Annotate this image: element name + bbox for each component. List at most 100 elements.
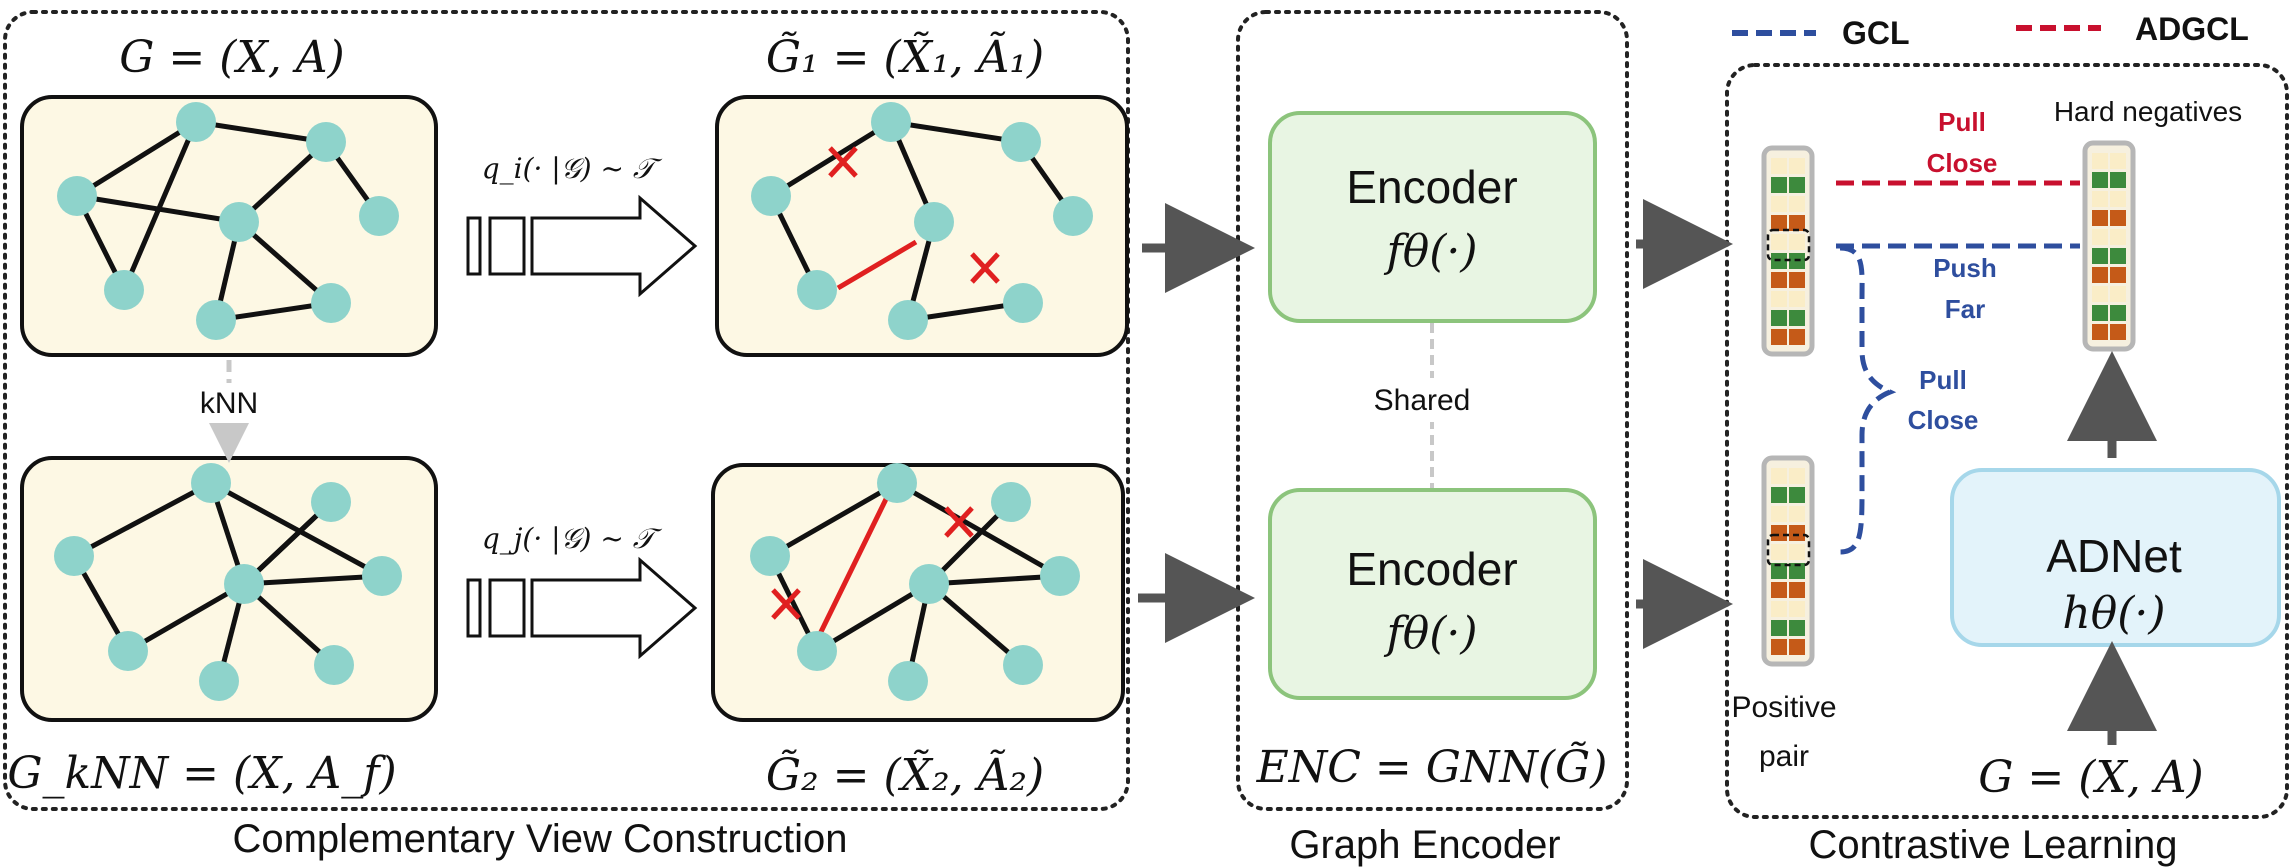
embedding-cell <box>1789 234 1805 250</box>
embedding-cell <box>2092 248 2108 264</box>
embedding-cell <box>1771 329 1787 345</box>
embedding-cell <box>2092 267 2108 283</box>
embedding-cell <box>2110 229 2126 245</box>
embedding-cell <box>2110 248 2126 264</box>
embedding-cell <box>2092 153 2108 169</box>
dropped-edge-mark <box>828 146 1000 284</box>
embedding-cell <box>1789 215 1805 231</box>
embedding-cell <box>1789 544 1805 560</box>
view1-graph-label: G̃₁ = (X̃₁, Ã₁) <box>766 30 1044 83</box>
embedding-cell <box>1789 158 1805 174</box>
embedding-cell <box>1789 487 1805 503</box>
embedding-cell <box>1771 506 1787 522</box>
embedding-cell <box>1789 468 1805 484</box>
added-edge <box>814 493 891 642</box>
augmentation-2-label: q_j(· |𝒢) ~ 𝒯 <box>482 522 663 555</box>
embedding-cell <box>2110 153 2126 169</box>
embedding-cell <box>1771 272 1787 288</box>
embedding-cell <box>1771 487 1787 503</box>
view2-graph-nodes <box>750 463 1080 701</box>
positive-embedding <box>1761 455 1815 667</box>
gcl-pull-label-2: Close <box>1908 405 1979 435</box>
adgcl-pull-label-1: Pull <box>1938 107 1986 137</box>
gcl-pull-close-curve <box>1839 245 1897 555</box>
view1-graph-nodes <box>751 102 1093 340</box>
adnet-title: ADNet <box>2046 530 2182 582</box>
embedding-cell <box>2110 286 2126 302</box>
original-graph-nodes <box>57 102 399 340</box>
embedding-cell <box>1771 215 1787 231</box>
embedding-cell <box>1771 563 1787 579</box>
encoder-1-function: fθ(·) <box>1383 226 1477 277</box>
embedding-cell <box>1771 525 1787 541</box>
embedding-cell <box>2110 324 2126 340</box>
encoder-formula: ENC = GNN(G̃) <box>1256 740 1608 793</box>
embedding-cell <box>2092 305 2108 321</box>
embedding-cell <box>1789 329 1805 345</box>
embedding-cell <box>1789 525 1805 541</box>
embedding-cell <box>1771 544 1787 560</box>
knn-graph-nodes <box>54 463 402 701</box>
embedding-cell <box>2110 191 2126 207</box>
embedding-cell <box>1789 563 1805 579</box>
augmentation-2-arrow <box>466 556 698 660</box>
embedding-cell <box>1771 196 1787 212</box>
anchor-selection-box <box>1766 228 1811 262</box>
encoder-2-title: Encoder <box>1346 543 1517 595</box>
embedding-cell <box>2110 210 2126 226</box>
knn-label: kNN <box>200 387 258 420</box>
embedding-cell <box>1789 310 1805 326</box>
shared-label: Shared <box>1374 384 1471 417</box>
embedding-cell <box>1789 582 1805 598</box>
positive-pair-label-1: Positive <box>1731 691 1836 724</box>
embedding-cell <box>1789 506 1805 522</box>
embedding-cell <box>2092 191 2108 207</box>
positive-selection-box <box>1766 533 1811 567</box>
embedding-cell <box>1789 196 1805 212</box>
view-construction-title: Complementary View Construction <box>232 817 847 861</box>
embedding-cell <box>1771 620 1787 636</box>
knn-label-bg <box>188 383 272 423</box>
embedding-cell <box>2092 210 2108 226</box>
encoder-1-box <box>1268 111 1597 323</box>
gcl-push-label-1: Push <box>1933 253 1997 283</box>
augmentation-1-arrow <box>466 194 698 298</box>
gcl-pull-label-1: Pull <box>1919 365 1967 395</box>
embedding-cell <box>1789 272 1805 288</box>
hard-negative-embedding <box>2082 140 2136 352</box>
adgcl-pull-label-2: Close <box>1927 148 1998 178</box>
embedding-cell <box>1771 639 1787 655</box>
embedding-cell <box>2092 286 2108 302</box>
embedding-cell <box>1771 582 1787 598</box>
embedding-cell <box>1771 234 1787 250</box>
embedding-cell <box>1789 601 1805 617</box>
augmentation-1-label: q_i(· |𝒢) ~ 𝒯 <box>482 152 663 185</box>
contrastive-learning-title: Contrastive Learning <box>1808 823 2177 867</box>
hard-negatives-label: Hard negatives <box>2054 96 2242 127</box>
embedding-cell <box>1789 639 1805 655</box>
embedding-cell <box>2110 267 2126 283</box>
embedding-cell <box>2092 172 2108 188</box>
original-graph-label: G = (X, A) <box>119 32 344 83</box>
embedding-cell <box>1771 468 1787 484</box>
anchor-embedding <box>1761 145 1815 357</box>
embedding-cell <box>1771 310 1787 326</box>
legend-adgcl-label: ADGCL <box>2135 11 2249 47</box>
gcl-push-label-2: Far <box>1945 294 1985 324</box>
embedding-cell <box>1771 601 1787 617</box>
embedding-cell <box>2092 324 2108 340</box>
dropped-edge-mark <box>771 506 974 620</box>
embedding-cell <box>1789 620 1805 636</box>
encoder-2-box <box>1268 488 1597 700</box>
embedding-cell <box>1771 158 1787 174</box>
shared-label-bg <box>1360 378 1505 422</box>
input-graph-label: G = (X, A) <box>1978 752 2203 803</box>
embedding-cell <box>1789 291 1805 307</box>
embedding-cell <box>2110 172 2126 188</box>
encoder-2-function: fθ(·) <box>1383 608 1477 659</box>
knn-graph-label: G_kNN = (X, A_f) <box>7 748 396 799</box>
view2-graph-label: G̃₂ = (X̃₂, Ã₂) <box>766 748 1044 801</box>
contrastive-learning-panel <box>1725 63 2289 819</box>
embedding-cell <box>1771 177 1787 193</box>
